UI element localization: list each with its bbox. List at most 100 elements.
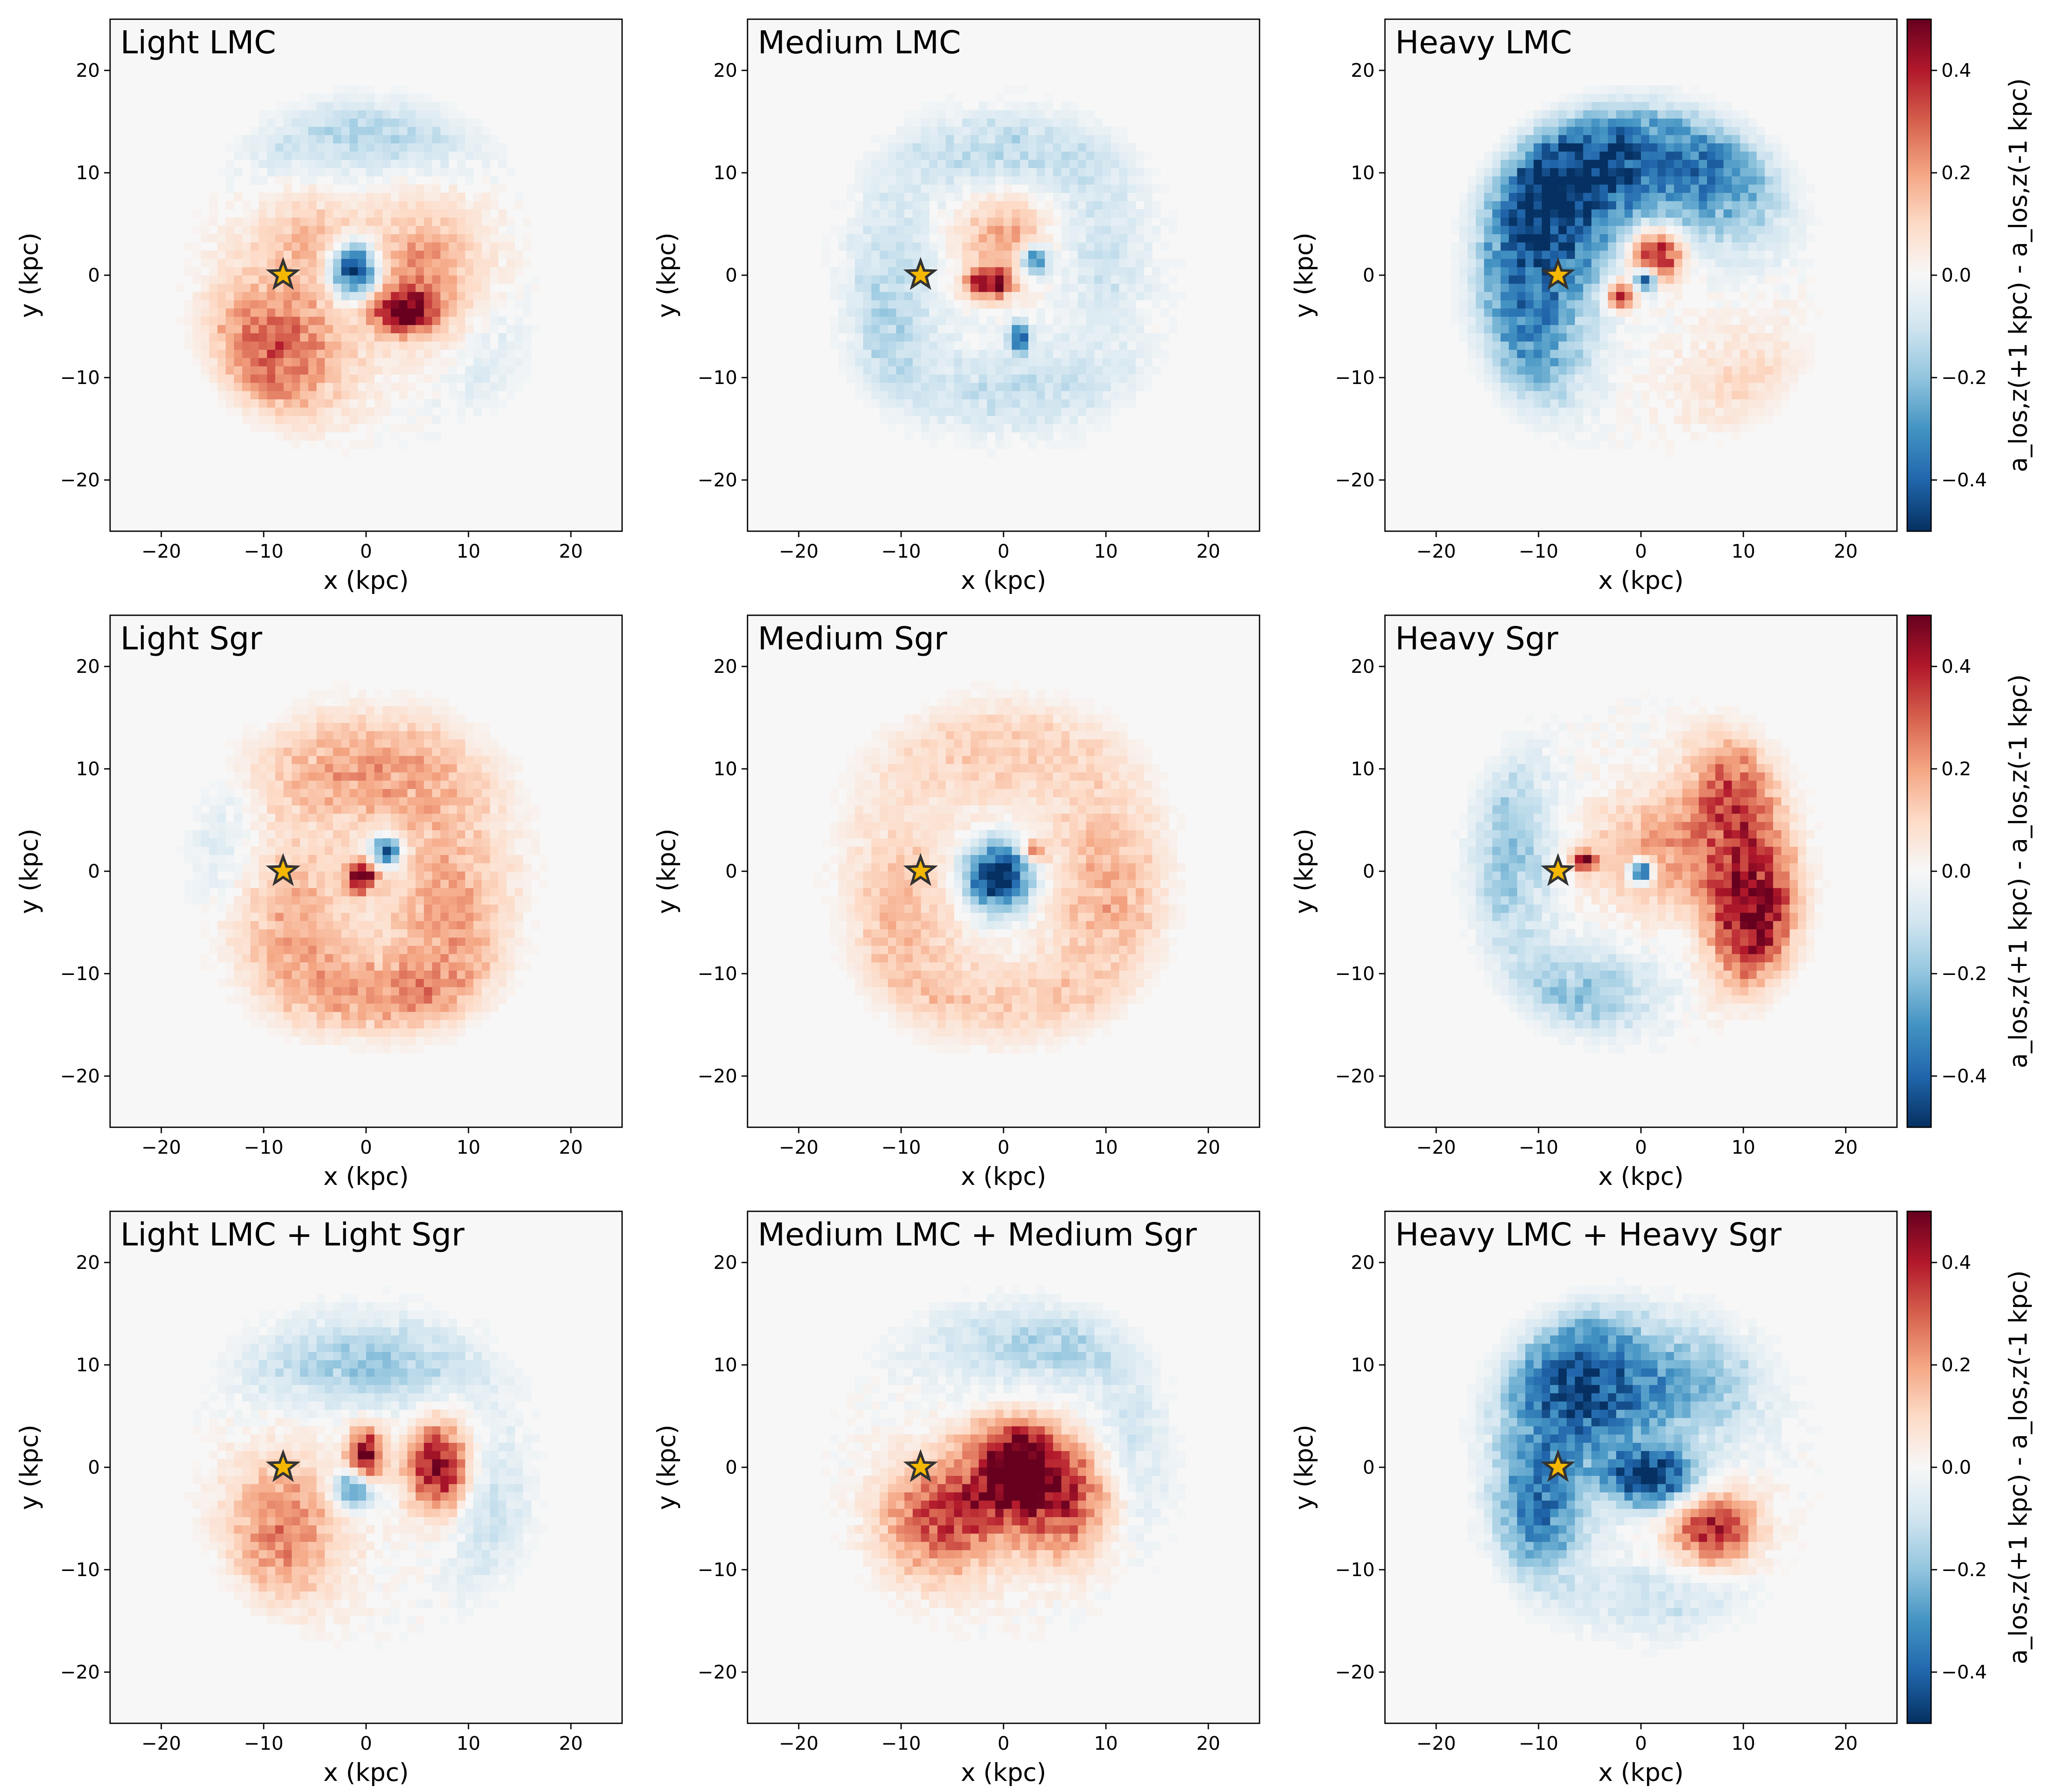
heatmap-cell xyxy=(349,267,358,276)
heatmap-cell xyxy=(250,962,259,971)
heatmap-cell xyxy=(1666,126,1675,135)
heatmap-cell xyxy=(283,308,292,317)
heatmap-cell xyxy=(945,168,954,177)
heatmap-cell xyxy=(1094,308,1103,317)
heatmap-cell xyxy=(1600,209,1609,218)
heatmap-cell xyxy=(1624,176,1633,185)
heatmap-cell xyxy=(1740,424,1749,433)
heatmap-cell xyxy=(465,217,474,226)
heatmap-cell xyxy=(275,160,284,168)
heatmap-cell xyxy=(250,929,259,938)
heatmap-cell xyxy=(407,176,416,185)
heatmap-cell xyxy=(1044,217,1053,226)
heatmap-cell xyxy=(341,93,350,102)
heatmap-cell xyxy=(498,267,507,276)
heatmap-cell xyxy=(1094,275,1103,284)
heatmap-cell xyxy=(1111,160,1120,168)
panel-title: Medium LMC xyxy=(758,24,961,61)
heatmap-cell xyxy=(457,135,465,143)
heatmap-cell xyxy=(316,937,325,946)
heatmap-cell xyxy=(888,341,896,350)
heatmap-cell xyxy=(1707,160,1716,168)
heatmap-cell xyxy=(1044,333,1053,342)
heatmap-cell xyxy=(1467,341,1476,350)
heatmap-cell xyxy=(1583,201,1592,209)
heatmap-cell xyxy=(259,912,268,921)
heatmap-cell xyxy=(995,209,1004,218)
heatmap-cell xyxy=(1103,399,1111,408)
heatmap-cell xyxy=(325,399,334,408)
heatmap-cell xyxy=(1624,242,1633,251)
heatmap-cell xyxy=(1086,126,1095,135)
heatmap-cell xyxy=(490,366,499,375)
heatmap-cell xyxy=(349,225,358,234)
heatmap-cell xyxy=(366,250,375,259)
heatmap-cell xyxy=(995,275,1004,284)
heatmap-cell xyxy=(1674,366,1683,375)
heatmap-cell xyxy=(995,424,1004,433)
heatmap-cell xyxy=(341,399,350,408)
heatmap-cell xyxy=(482,250,490,259)
heatmap-cell xyxy=(1533,391,1542,399)
heatmap-cell xyxy=(1657,93,1666,102)
heatmap-cell xyxy=(242,921,251,930)
heatmap-cell xyxy=(399,151,408,160)
heatmap-cell xyxy=(391,234,400,243)
heatmap-cell xyxy=(391,151,400,160)
heatmap-cell xyxy=(1111,242,1120,251)
heatmap-cell xyxy=(1069,333,1078,342)
heatmap-cell xyxy=(391,217,400,226)
heatmap-cell xyxy=(349,382,358,391)
heatmap-cell xyxy=(1583,358,1592,367)
heatmap-cell xyxy=(399,118,408,127)
heatmap-cell xyxy=(391,176,400,185)
heatmap-cell xyxy=(349,217,358,226)
heatmap-cell xyxy=(325,739,334,748)
heatmap-cell xyxy=(1094,366,1103,375)
heatmap-cell xyxy=(473,275,482,284)
heatmap-cell xyxy=(259,160,268,168)
heatmap-cell xyxy=(1061,242,1070,251)
heatmap-cell xyxy=(1144,168,1152,177)
heatmap-cell xyxy=(1641,242,1649,251)
heatmap-cell xyxy=(1550,366,1559,375)
heatmap-cell xyxy=(987,192,996,201)
heatmap-cell xyxy=(316,706,325,715)
heatmap-cell xyxy=(1103,225,1111,234)
heatmap-cell xyxy=(473,225,482,234)
heatmap-cell xyxy=(1004,217,1012,226)
heatmap-cell xyxy=(1674,110,1683,119)
heatmap-cell xyxy=(1036,341,1045,350)
heatmap-cell xyxy=(399,407,408,416)
heatmap-cell xyxy=(259,118,268,127)
heatmap-cell xyxy=(1674,135,1683,143)
heatmap-cell xyxy=(1632,151,1641,160)
heatmap-cell xyxy=(234,970,243,979)
heatmap-cell xyxy=(1044,374,1053,383)
heatmap-cell xyxy=(1004,85,1012,94)
heatmap-cell xyxy=(473,341,482,350)
heatmap-cell xyxy=(1789,217,1798,226)
heatmap-cell xyxy=(1748,160,1757,168)
heatmap-cell xyxy=(366,168,375,177)
heatmap-cell xyxy=(234,316,243,325)
heatmap-cell xyxy=(1533,283,1542,292)
heatmap-cell xyxy=(242,201,251,209)
heatmap-cell xyxy=(358,118,367,127)
heatmap-cell xyxy=(995,391,1004,399)
heatmap-cell xyxy=(970,416,979,424)
heatmap-cell xyxy=(465,242,474,251)
heatmap-cell xyxy=(954,316,963,325)
heatmap-cell xyxy=(1723,391,1732,399)
heatmap-cell xyxy=(1806,209,1815,218)
heatmap-cell xyxy=(316,978,325,987)
heatmap-cell xyxy=(1542,168,1551,177)
heatmap-cell xyxy=(1094,291,1103,300)
heatmap-cell xyxy=(1657,184,1666,193)
heatmap-cell xyxy=(1757,126,1765,135)
heatmap-cell xyxy=(1492,316,1501,325)
heatmap-cell xyxy=(1078,382,1087,391)
heatmap-cell xyxy=(1094,209,1103,218)
heatmap-cell xyxy=(1004,209,1012,218)
